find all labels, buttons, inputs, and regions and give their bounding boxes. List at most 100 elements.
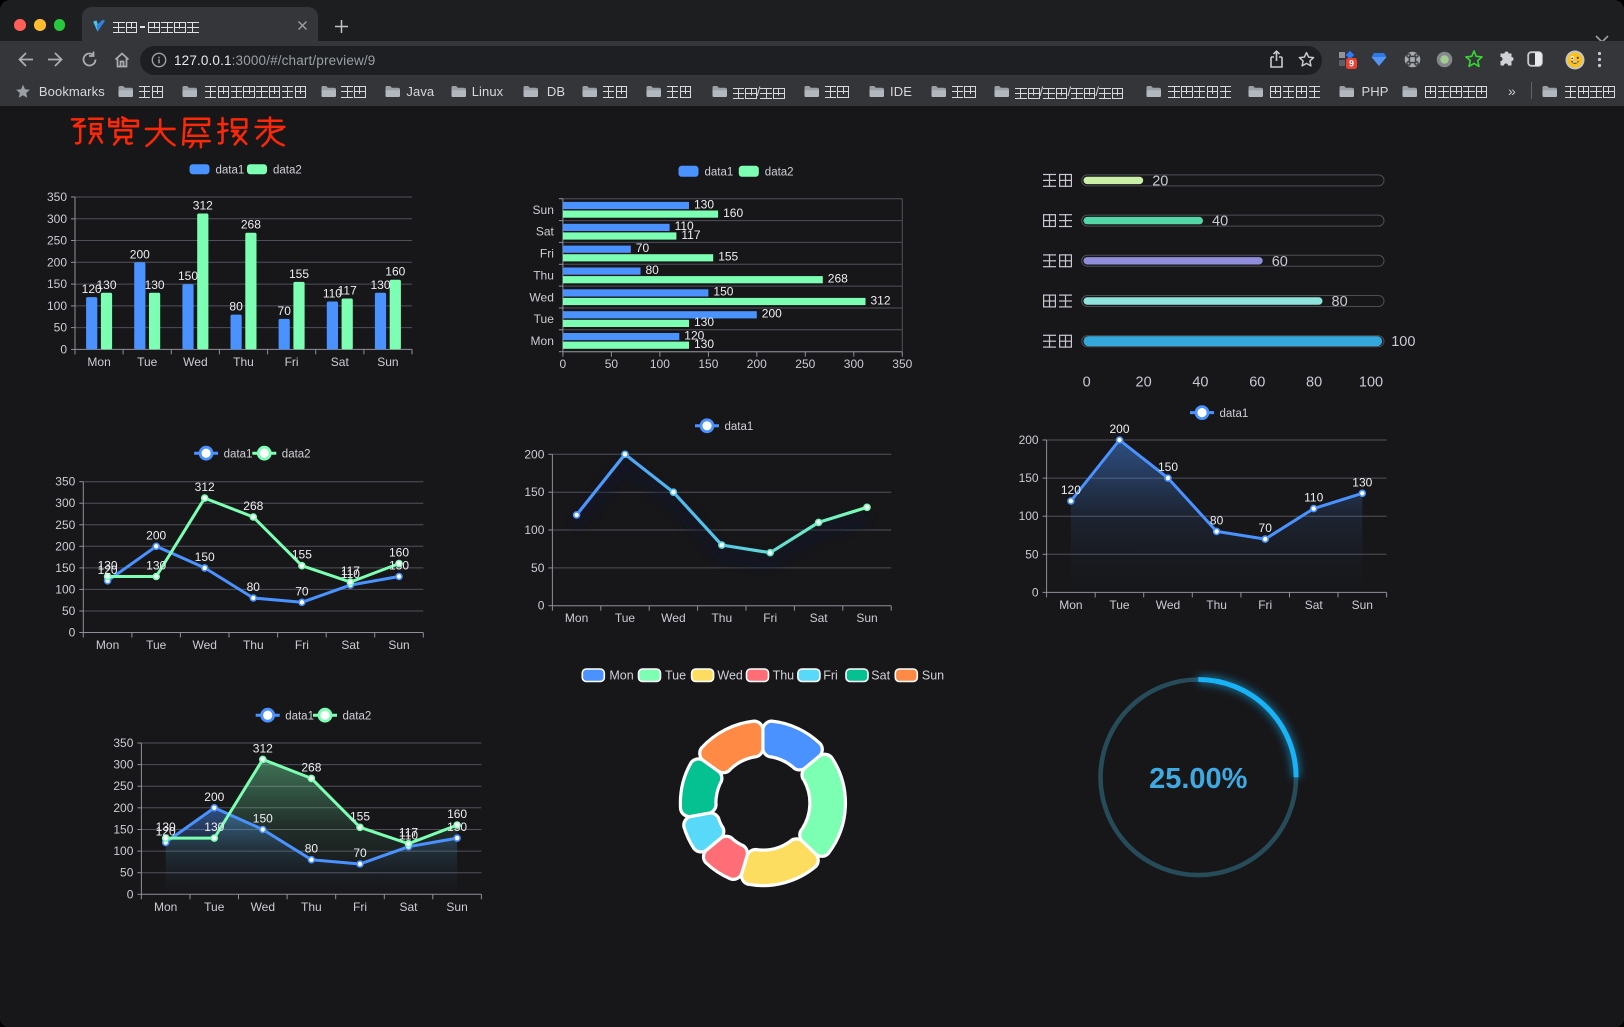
svg-text:Sun: Sun [856,611,877,625]
svg-text:Thu: Thu [773,668,795,682]
svg-text:Sun: Sun [922,668,944,682]
svg-text:100: 100 [524,523,544,537]
svg-text:300: 300 [47,212,67,226]
svg-text:data2: data2 [765,166,794,178]
svg-text:130: 130 [146,559,166,573]
svg-text:250: 250 [55,518,75,532]
svg-text:130: 130 [370,278,390,292]
svg-text:70: 70 [636,241,650,255]
svg-text:150: 150 [524,485,544,499]
svg-text:130: 130 [694,337,714,351]
svg-text:70: 70 [278,304,292,318]
svg-text:70: 70 [353,846,367,860]
svg-text:100: 100 [55,582,75,596]
svg-text:0: 0 [60,342,67,356]
svg-text:data2: data2 [273,164,302,176]
svg-text:data1: data1 [705,166,734,178]
svg-text:200: 200 [762,307,782,321]
svg-text:117: 117 [681,228,700,242]
svg-text:Sat: Sat [810,611,829,625]
svg-text:150: 150 [113,823,133,837]
svg-text:120: 120 [82,282,102,296]
svg-text:130: 130 [1352,475,1372,489]
svg-text:Sat: Sat [536,225,555,239]
svg-text:50: 50 [605,357,619,371]
svg-text:Fri: Fri [353,900,367,914]
svg-text:0: 0 [127,887,134,901]
svg-text:200: 200 [55,539,75,553]
svg-text:Thu: Thu [243,638,264,652]
svg-text:Wed: Wed [183,355,207,369]
svg-text:Sat: Sat [341,638,360,652]
svg-text:0: 0 [560,357,567,371]
svg-text:250: 250 [47,234,67,248]
svg-text:110: 110 [1304,491,1323,505]
svg-text:130: 130 [98,559,118,573]
svg-text:200: 200 [47,255,67,269]
svg-text:150: 150 [1019,471,1039,485]
svg-text:Thu: Thu [711,611,732,625]
svg-text:130: 130 [145,278,165,292]
svg-text:data1: data1 [224,448,253,460]
svg-text:80: 80 [229,300,243,314]
svg-text:200: 200 [1019,433,1039,447]
svg-text:Mon: Mon [87,355,110,369]
svg-text:Tue: Tue [204,900,225,914]
svg-text:100: 100 [1359,375,1383,391]
svg-text:100: 100 [113,844,133,858]
svg-text:Sun: Sun [446,900,467,914]
svg-text:0: 0 [69,626,76,640]
svg-text:40: 40 [1212,214,1228,230]
svg-text:130: 130 [96,278,116,292]
svg-text:100: 100 [47,299,67,313]
svg-text:80: 80 [247,580,261,594]
svg-text:200: 200 [524,447,544,461]
svg-text:0: 0 [1032,585,1039,599]
svg-text:50: 50 [62,604,76,618]
svg-text:130: 130 [447,820,467,834]
svg-text:200: 200 [204,790,224,804]
svg-text:Mon: Mon [154,900,177,914]
svg-text:Fri: Fri [540,247,554,261]
svg-text:110: 110 [323,287,342,301]
svg-text:110: 110 [341,567,360,581]
svg-text:Fri: Fri [823,668,838,682]
svg-text:9: 9 [1349,59,1354,69]
svg-text:155: 155 [718,250,738,264]
svg-text:200: 200 [130,247,150,261]
svg-text:Sat: Sat [871,668,890,682]
svg-text:200: 200 [146,528,166,542]
svg-text:130: 130 [204,820,224,834]
svg-text:20: 20 [1152,173,1168,189]
svg-text:data1: data1 [1220,408,1249,420]
svg-text:350: 350 [47,190,67,204]
svg-text:80: 80 [1210,513,1224,527]
svg-text:268: 268 [301,760,321,774]
svg-text:200: 200 [747,357,767,371]
svg-text:Sun: Sun [377,355,398,369]
svg-text:160: 160 [447,807,467,821]
svg-text:Wed: Wed [661,611,685,625]
svg-text:data1: data1 [285,710,314,722]
svg-text:Mon: Mon [565,611,588,625]
svg-text:117: 117 [338,284,357,298]
svg-text:80: 80 [305,842,319,856]
svg-text:150: 150 [195,550,215,564]
svg-text:300: 300 [844,357,864,371]
svg-text:Tue: Tue [146,638,167,652]
svg-text:Tue: Tue [665,668,686,682]
svg-text:Wed: Wed [717,668,743,682]
svg-text:130: 130 [156,820,176,834]
svg-text:Tue: Tue [615,611,636,625]
svg-text:data1: data1 [725,421,754,433]
svg-text:160: 160 [389,546,409,560]
svg-text:110: 110 [675,219,694,233]
svg-text:data1: data1 [216,164,245,176]
svg-text:Mon: Mon [531,334,554,348]
svg-text:110: 110 [399,829,418,843]
svg-text:Fri: Fri [1258,598,1272,612]
svg-text:60: 60 [1272,254,1288,270]
svg-text:Fri: Fri [295,638,309,652]
svg-text:300: 300 [113,758,133,772]
svg-text:268: 268 [828,272,848,286]
